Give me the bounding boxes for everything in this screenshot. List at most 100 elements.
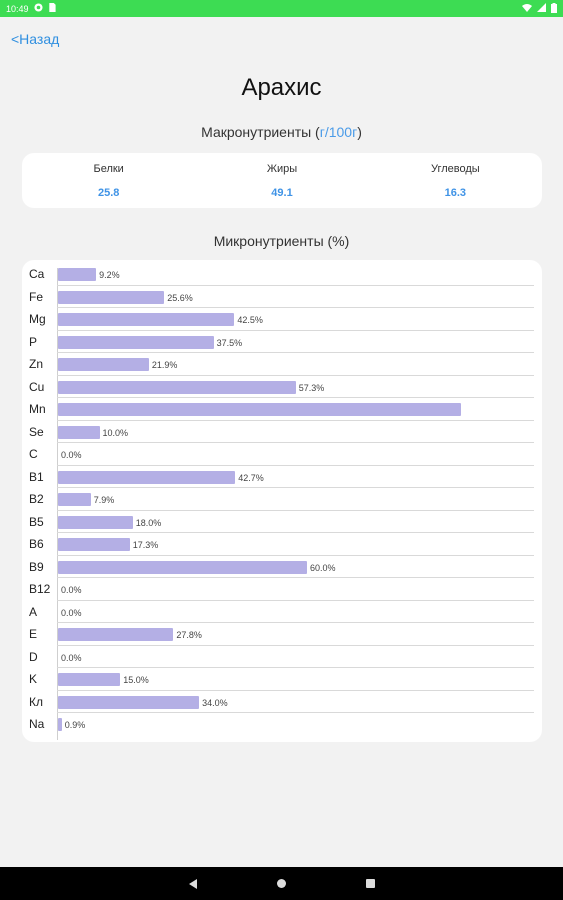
row-divider [57, 667, 534, 668]
micronutrient-value-label: 27.8% [176, 630, 202, 640]
micronutrient-label: E [29, 627, 38, 641]
micronutrient-row: Zn 21.9% [22, 353, 542, 376]
micronutrient-label: A [29, 604, 38, 619]
battery-icon [551, 2, 557, 15]
micronutrient-bar [58, 358, 149, 371]
macro-label: Жиры [266, 163, 298, 175]
signal-icon [537, 3, 546, 14]
micronutrient-label: B9 [29, 559, 44, 574]
micronutrient-row: B2 7.9% [22, 488, 542, 511]
micronutrient-value-label: 34.0% [202, 697, 228, 708]
micronutrient-bar [58, 335, 214, 349]
micronutrient-value-label: 15.0% [123, 675, 149, 685]
row-divider [57, 464, 534, 466]
micronutrient-row: E 27.8% [22, 623, 542, 646]
micronutrient-bar [58, 470, 236, 484]
micronutrient-row: B6 17.3% [22, 533, 542, 556]
micronutrient-bar [58, 695, 200, 709]
row-divider [57, 554, 534, 556]
micronutrient-value-label: 17.3% [132, 540, 159, 550]
micronutrient-bar [58, 313, 235, 326]
micronutrient-label: K [29, 672, 38, 686]
sim-icon [48, 3, 56, 14]
row-divider [57, 284, 534, 286]
micronutrient-bar [58, 425, 100, 439]
chart-axis [57, 268, 58, 740]
micronutrient-bar [58, 673, 121, 686]
micronutrient-row: C 0.0% [22, 443, 542, 466]
micronutrient-label: Fe [29, 289, 44, 304]
micronutrient-bar [58, 268, 97, 281]
micronutrient-row: P 37.5% [22, 331, 542, 353]
micronutrient-bar [58, 290, 165, 304]
row-divider [57, 509, 534, 511]
micronutrient-row: D 0.0% [22, 646, 542, 668]
notification-icon [33, 3, 43, 14]
micronutrients-card: Ca 9.2% Fe 25.6% Mg 42.5% P 37.5% Zn 21.9% Cu 57.3%… [22, 260, 542, 742]
macro-value: 16.3 [444, 187, 467, 199]
micronutrient-value-label: 42.7% [238, 472, 264, 483]
back-nav-icon[interactable] [186, 877, 200, 891]
macro-label: Белки [93, 163, 124, 175]
micronutrient-label: B2 [29, 492, 44, 506]
micronutrient-row: Se 10.0% [22, 421, 542, 443]
micronutrient-row: B1 42.7% [22, 466, 542, 488]
micronutrient-label: Ca [29, 267, 45, 281]
micronutrient-bar [58, 718, 62, 731]
micronutrient-label: Na [29, 717, 45, 731]
macro-carbs: Углеводы 16.3 [369, 153, 542, 208]
micronutrient-value-label: 0.0% [61, 607, 82, 618]
micronutrient-label: Se [29, 424, 44, 439]
micronutrient-label: D [29, 649, 38, 664]
micronutrient-row: B9 60.0% [22, 556, 542, 578]
micronutrient-bar [58, 560, 307, 574]
micronutrient-row: Mn [22, 398, 542, 421]
navigation-bar [0, 867, 563, 900]
page-title: Арахис [241, 74, 322, 101]
micronutrient-label: B1 [29, 469, 44, 484]
row-divider [57, 419, 534, 421]
macronutrients-heading-end: ) [357, 124, 362, 140]
micronutrient-label: Mn [29, 402, 46, 416]
micronutrient-bar [58, 403, 461, 416]
macronutrients-heading: Макронутриенты (г/100г) [0, 124, 563, 140]
micronutrient-bar [58, 380, 296, 394]
macro-fat: Жиры 49.1 [195, 153, 368, 208]
micronutrient-value-label: 60.0% [310, 562, 336, 573]
wifi-icon [522, 3, 532, 14]
micronutrient-row: B5 18.0% [22, 511, 542, 533]
row-divider [57, 307, 534, 308]
row-divider [57, 329, 534, 331]
micronutrient-value-label: 0.0% [61, 652, 82, 663]
micronutrient-row: Na 0.9% [22, 713, 542, 736]
micronutrient-value-label: 10.0% [102, 427, 129, 438]
micronutrient-value-label: 0.0% [61, 585, 82, 595]
micronutrient-label: C [29, 447, 38, 461]
micronutrient-row: Ca 9.2% [22, 263, 542, 286]
row-divider [57, 622, 534, 623]
micronutrient-bar [58, 515, 133, 529]
micronutrient-value-label: 42.5% [237, 315, 263, 325]
micronutrient-value-label: 18.0% [135, 517, 162, 528]
macronutrients-card: Белки 25.8 Жиры 49.1 Углеводы 16.3 [22, 153, 542, 208]
macro-value: 49.1 [271, 187, 293, 199]
micronutrients-heading: Микронутриенты (%) [213, 233, 350, 249]
row-divider [57, 599, 534, 601]
micronutrient-label: Zn [29, 357, 44, 371]
home-nav-icon[interactable] [275, 877, 289, 891]
micronutrient-value-label: 37.5% [216, 337, 243, 348]
recents-nav-icon[interactable] [364, 877, 378, 891]
row-divider [57, 532, 534, 533]
micronutrient-row: Cu 57.3% [22, 376, 542, 398]
micronutrient-row: Fe 25.6% [22, 286, 542, 308]
row-divider [57, 689, 534, 691]
row-divider [57, 577, 534, 578]
row-divider [57, 487, 534, 488]
back-link[interactable]: <Назад [11, 31, 60, 47]
micronutrient-label: B5 [29, 514, 44, 529]
macro-value: 25.8 [97, 187, 120, 199]
micronutrient-row: B12 0.0% [22, 578, 542, 601]
micronutrient-label: Cu [29, 379, 45, 394]
row-divider [57, 374, 534, 376]
micronutrient-label: Mg [29, 312, 46, 326]
